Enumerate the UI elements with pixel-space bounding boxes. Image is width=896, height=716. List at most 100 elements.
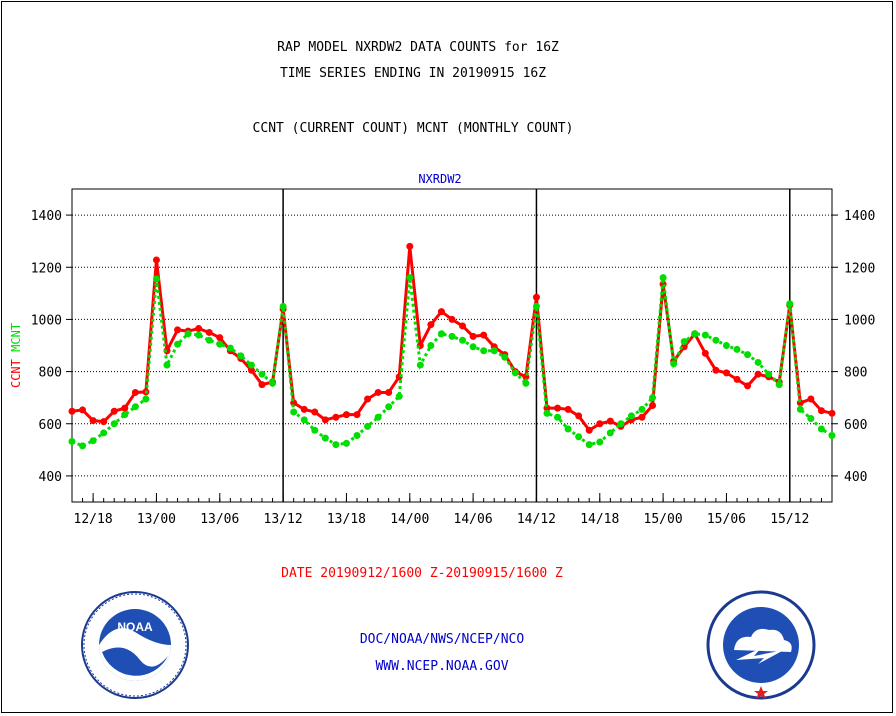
point-mcnt bbox=[649, 394, 657, 402]
y-tick-label-left: 600 bbox=[39, 418, 62, 433]
point-ccnt bbox=[459, 322, 467, 330]
x-tick-label: 13/00 bbox=[137, 512, 176, 527]
point-mcnt bbox=[121, 411, 129, 419]
x-tick-label: 13/18 bbox=[327, 512, 366, 527]
point-mcnt bbox=[596, 438, 604, 446]
x-tick-label: 14/00 bbox=[390, 512, 429, 527]
x-tick-label: 14/18 bbox=[580, 512, 619, 527]
y-tick-label-right: 600 bbox=[844, 418, 867, 433]
point-mcnt bbox=[606, 429, 614, 437]
point-mcnt bbox=[395, 392, 403, 400]
point-mcnt bbox=[300, 416, 308, 424]
point-mcnt bbox=[617, 420, 625, 428]
point-mcnt bbox=[237, 352, 245, 360]
point-mcnt bbox=[110, 420, 118, 428]
point-ccnt bbox=[585, 426, 593, 434]
point-mcnt bbox=[765, 370, 773, 378]
point-mcnt bbox=[638, 405, 646, 413]
chart-title: NXRDW2 bbox=[418, 172, 461, 186]
y-tick-label-right: 400 bbox=[844, 470, 867, 485]
point-mcnt bbox=[311, 426, 319, 434]
point-mcnt bbox=[374, 413, 382, 421]
x-tick-label: 14/06 bbox=[454, 512, 493, 527]
point-ccnt bbox=[385, 388, 393, 396]
point-ccnt bbox=[374, 388, 382, 396]
point-ccnt bbox=[110, 407, 118, 415]
y-tick-label-left: 800 bbox=[39, 366, 62, 381]
point-ccnt bbox=[733, 375, 741, 383]
y-tick-label-right: 1200 bbox=[844, 261, 875, 276]
point-ccnt bbox=[606, 417, 614, 425]
point-ccnt bbox=[332, 413, 340, 421]
point-mcnt bbox=[575, 433, 583, 441]
point-mcnt bbox=[554, 413, 562, 421]
noaa-logo-icon: NOAA bbox=[81, 591, 189, 699]
point-mcnt bbox=[659, 274, 667, 282]
y-axis-label-mcnt: MCNT bbox=[9, 323, 23, 359]
point-mcnt bbox=[459, 336, 467, 344]
point-mcnt bbox=[100, 429, 108, 437]
chart-heading-line3: CCNT (CURRENT COUNT) MCNT (MONTHLY COUNT… bbox=[252, 121, 574, 136]
point-mcnt bbox=[258, 370, 266, 378]
point-mcnt bbox=[680, 338, 688, 346]
point-mcnt bbox=[670, 360, 678, 368]
point-mcnt bbox=[131, 403, 139, 411]
point-ccnt bbox=[722, 369, 730, 377]
point-mcnt bbox=[290, 408, 298, 416]
point-mcnt bbox=[68, 437, 76, 445]
point-mcnt bbox=[353, 431, 361, 439]
point-mcnt bbox=[501, 353, 509, 361]
point-mcnt bbox=[469, 343, 477, 351]
point-mcnt bbox=[744, 351, 752, 359]
point-ccnt bbox=[100, 418, 108, 426]
y-tick-label-left: 1400 bbox=[31, 209, 62, 224]
point-ccnt bbox=[406, 242, 414, 250]
y-tick-label-right: 800 bbox=[844, 366, 867, 381]
point-mcnt bbox=[174, 340, 182, 348]
y-tick-label-left: 1000 bbox=[31, 313, 62, 328]
point-mcnt bbox=[480, 347, 488, 355]
point-mcnt bbox=[247, 361, 255, 369]
point-ccnt bbox=[311, 408, 319, 416]
point-mcnt bbox=[184, 330, 192, 338]
chart-heading-line2: TIME SERIES ENDING IN 20190915 16Z bbox=[279, 66, 547, 81]
point-ccnt bbox=[195, 325, 203, 333]
point-mcnt bbox=[817, 425, 825, 433]
point-ccnt bbox=[649, 401, 657, 409]
point-mcnt bbox=[691, 330, 699, 338]
point-mcnt bbox=[406, 274, 414, 282]
y-tick-label-left: 1200 bbox=[31, 261, 62, 276]
point-ccnt bbox=[480, 331, 488, 339]
point-mcnt bbox=[754, 358, 762, 366]
point-ccnt bbox=[205, 328, 213, 336]
y-axis-label: CCNT MCNT bbox=[9, 323, 23, 388]
org-label: DOC/NOAA/NWS/NCEP/NCO bbox=[359, 632, 525, 647]
point-ccnt bbox=[353, 411, 361, 419]
point-mcnt bbox=[205, 336, 213, 344]
point-mcnt bbox=[416, 361, 424, 369]
point-ccnt bbox=[712, 366, 720, 374]
point-ccnt bbox=[68, 407, 76, 415]
point-ccnt bbox=[469, 332, 477, 340]
point-mcnt bbox=[585, 441, 593, 449]
point-mcnt bbox=[152, 275, 160, 283]
x-tick-label: 13/12 bbox=[264, 512, 303, 527]
point-ccnt bbox=[258, 381, 266, 389]
point-mcnt bbox=[321, 434, 329, 442]
point-ccnt bbox=[89, 417, 97, 425]
point-ccnt bbox=[163, 347, 171, 355]
point-mcnt bbox=[543, 409, 551, 417]
svg-text:NOAA: NOAA bbox=[117, 620, 153, 634]
point-mcnt bbox=[701, 331, 709, 339]
point-ccnt bbox=[807, 395, 815, 403]
point-mcnt bbox=[733, 345, 741, 353]
point-mcnt bbox=[427, 342, 435, 349]
point-mcnt bbox=[828, 431, 836, 439]
y-tick-label-left: 400 bbox=[39, 470, 62, 485]
y-tick-label-right: 1000 bbox=[844, 313, 875, 328]
point-mcnt bbox=[532, 302, 540, 310]
chart-heading-line1: RAP MODEL NXRDW2 DATA COUNTS for 16Z bbox=[277, 40, 559, 55]
point-ccnt bbox=[216, 334, 224, 342]
point-mcnt bbox=[437, 330, 445, 338]
